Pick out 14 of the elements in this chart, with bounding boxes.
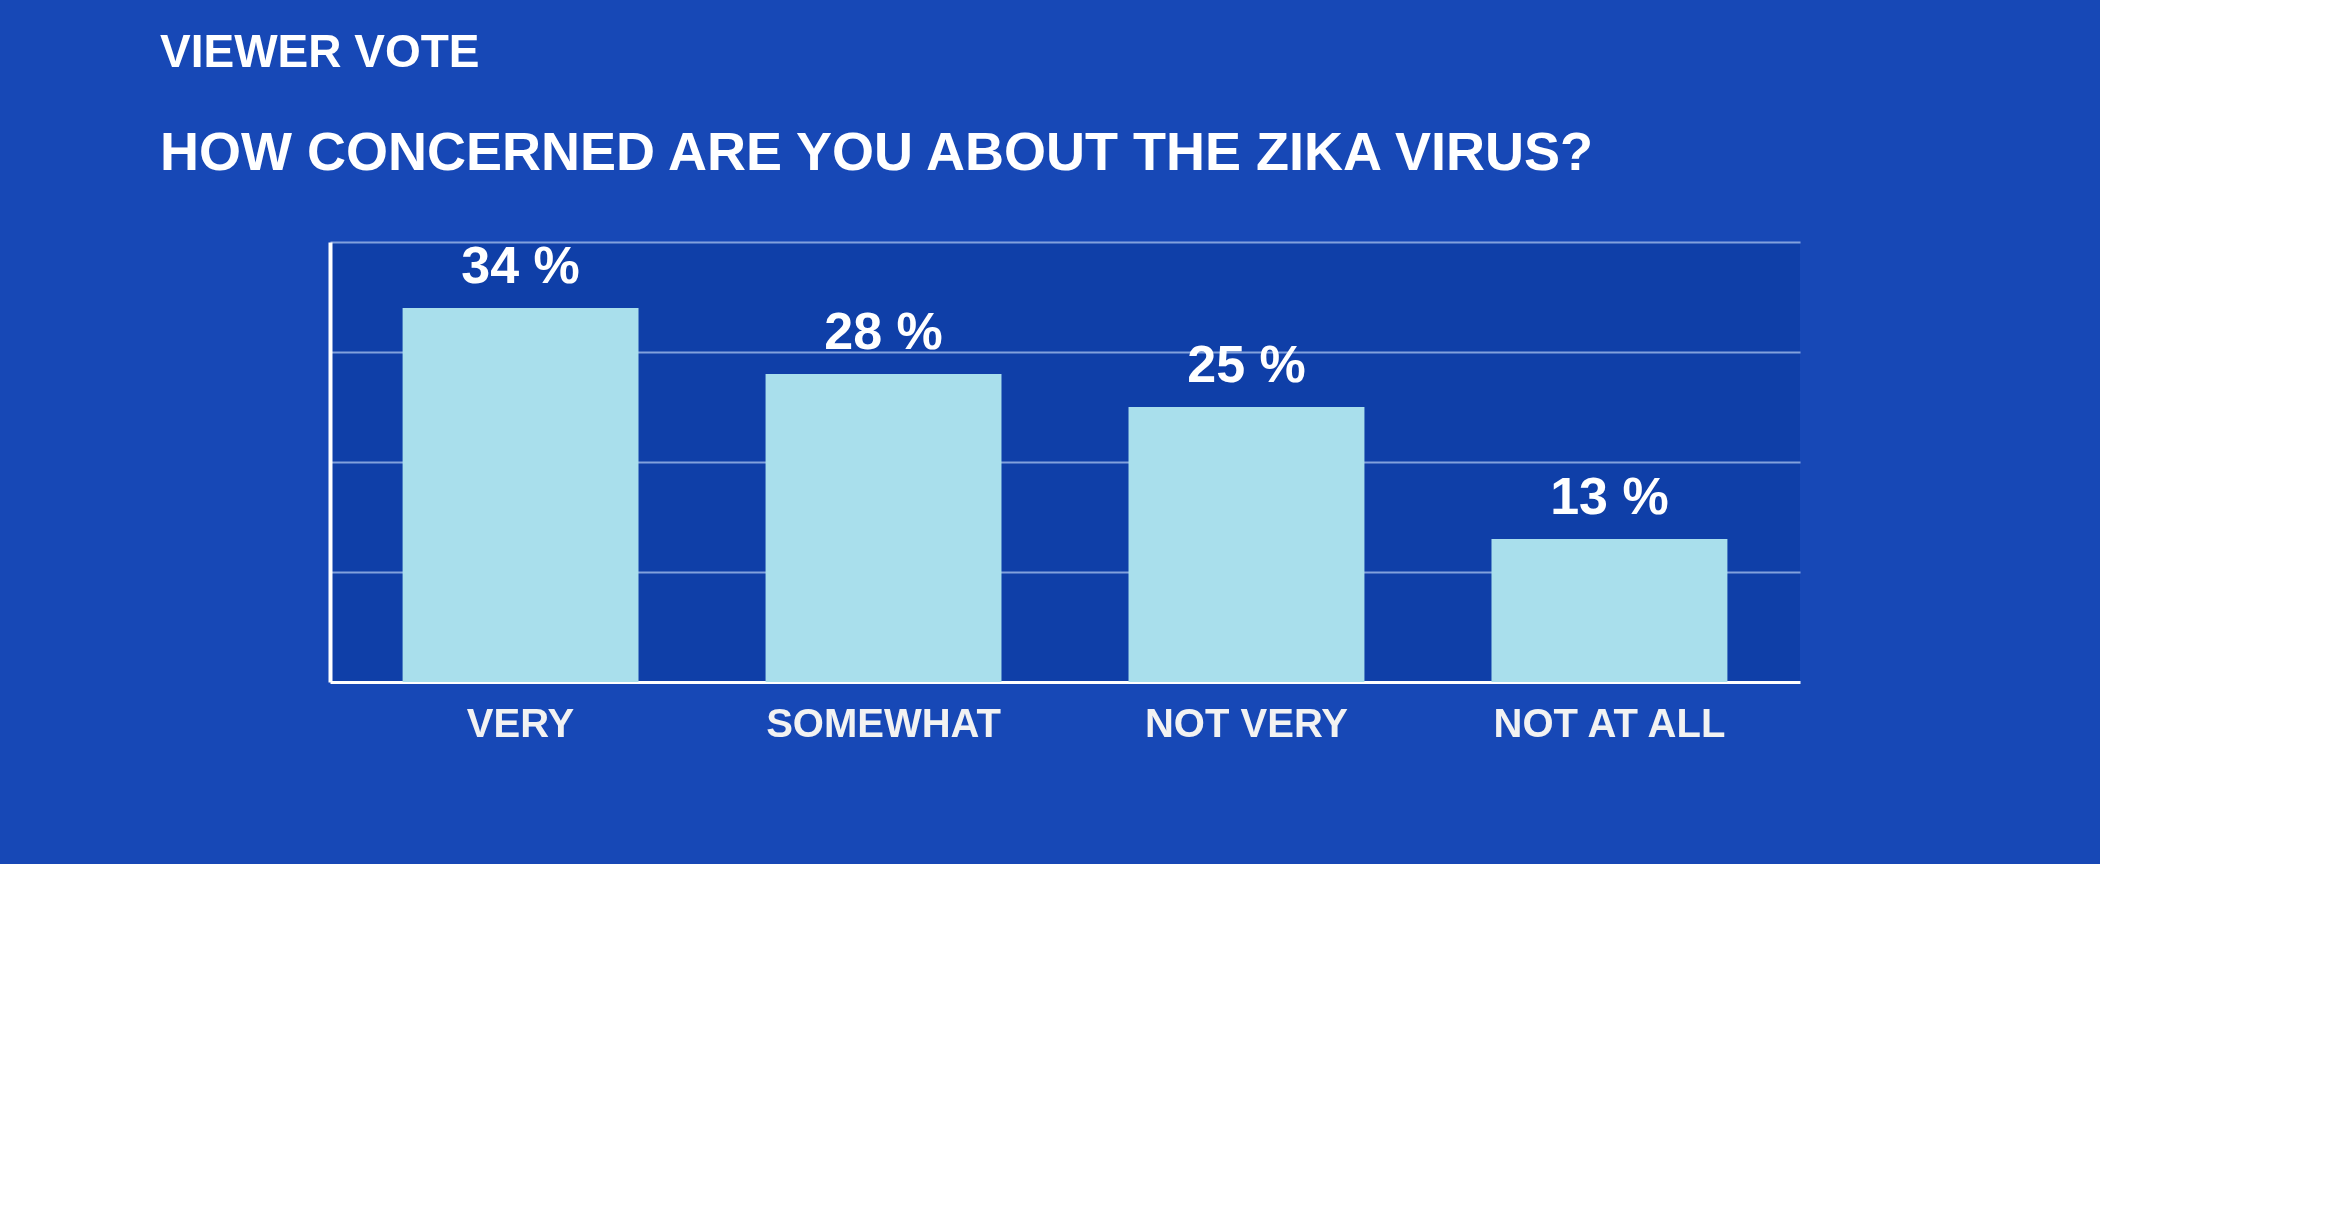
x-tick-label: NOT AT ALL: [1493, 700, 1726, 745]
bar: [402, 308, 639, 682]
data-label: 28 %: [824, 302, 943, 360]
x-tick-label: VERY: [466, 700, 575, 745]
bar: [765, 374, 1002, 682]
chart-title: HOW CONCERNED ARE YOU ABOUT THE ZIKA VIRUS?: [160, 121, 1594, 181]
data-label: 25 %: [1187, 335, 1306, 393]
x-tick-label: NOT VERY: [1144, 700, 1349, 745]
data-label: 34 %: [461, 236, 580, 294]
x-tick-label: SOMEWHAT: [766, 700, 1001, 745]
bar: [1128, 407, 1365, 682]
data-label: 13 %: [1550, 467, 1669, 525]
bar: [1491, 539, 1728, 682]
text: VIEWER VOTE: [160, 25, 480, 77]
